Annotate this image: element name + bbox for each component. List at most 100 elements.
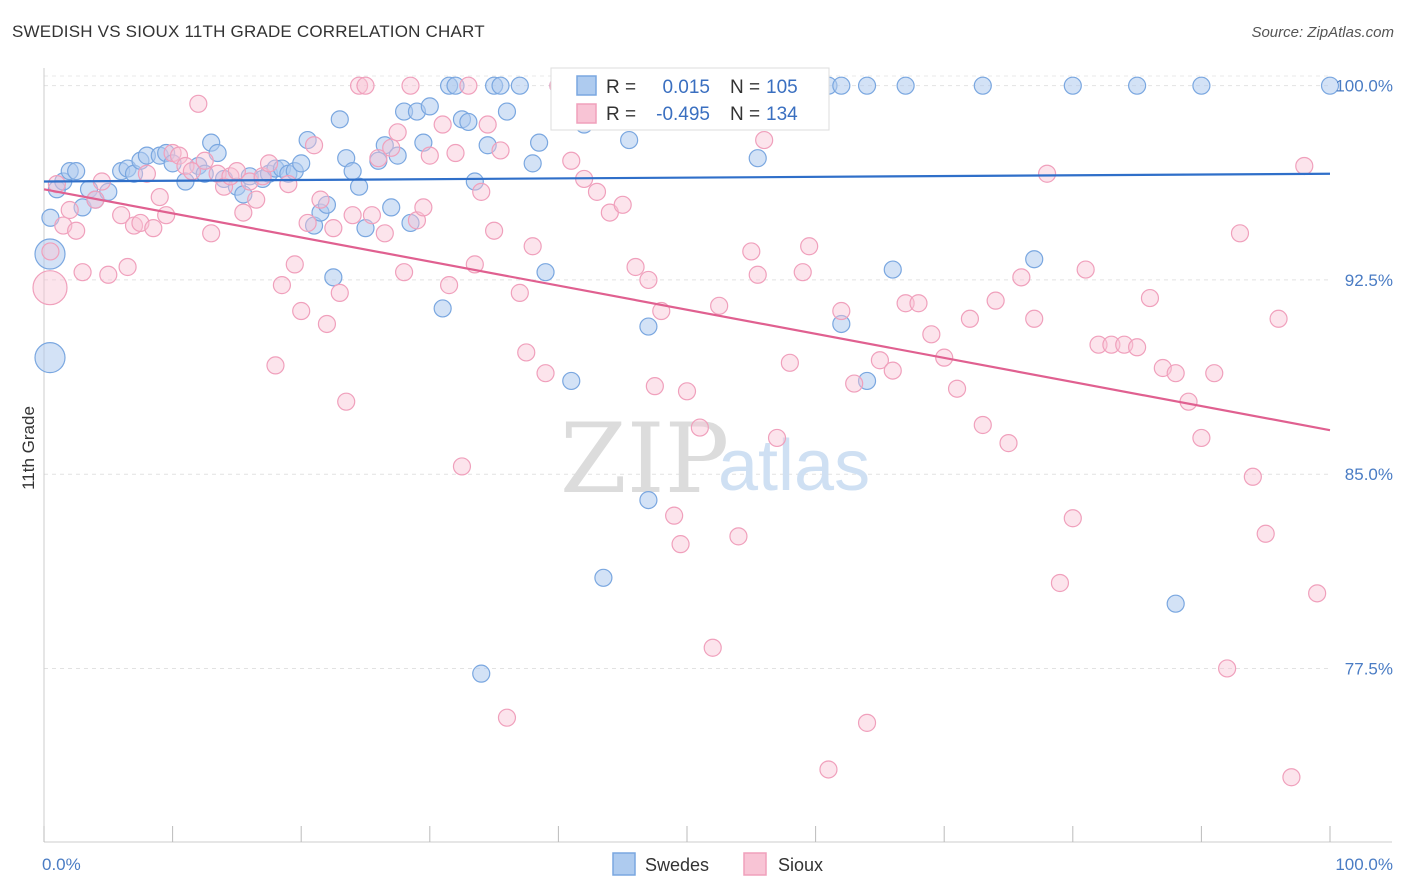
swedes-point [1166,594,1185,613]
sioux-point [1076,260,1095,279]
watermark-atlas: atlas [718,426,870,506]
sioux-trend-line [43,188,1331,432]
sioux-point [793,263,812,282]
swedes-point [1127,76,1147,95]
sioux-point [1218,659,1237,678]
swedes-point [594,568,613,587]
swedes-point [510,76,529,95]
sioux-point [947,379,967,398]
sioux-point [562,151,581,170]
sioux-point [99,265,118,284]
sioux-point [292,301,311,321]
sioux-point [986,291,1005,310]
sioux-point [285,255,304,274]
sioux-point [613,195,632,214]
sioux-point [587,182,607,201]
sioux-point [259,154,279,173]
sioux-point [195,151,214,170]
sioux-point [1166,364,1185,383]
swedes-point [832,76,851,95]
sioux-point [645,377,664,396]
sioux-point [1037,164,1057,183]
sioux-point [510,283,529,302]
sioux-point [690,418,709,437]
sioux-point [1089,335,1108,354]
y-tick-label: 92.5% [1345,271,1393,290]
sioux-point [446,143,465,163]
legend-r-value-swedes: 0.015 [662,77,710,98]
sioux-point [279,174,298,194]
sioux-point [677,382,697,401]
swedes-point [523,154,542,173]
sioux-point [298,213,317,233]
sioux-point [247,190,266,209]
sioux-point [137,164,156,183]
swedes-point [883,260,902,279]
swedes-point [497,102,517,121]
sioux-point [742,242,761,261]
swedes-trend-line [43,172,1331,183]
sioux-point [112,206,131,225]
sioux-point [41,242,60,261]
legend-swatch-sioux [576,103,597,124]
swedes-point [748,149,767,168]
sioux-point [349,76,369,95]
sioux-point [356,76,375,95]
sioux-point [73,263,92,282]
sioux-point [375,224,394,243]
sioux-point [1205,364,1224,383]
sioux-point [1012,268,1031,287]
sioux-point [414,198,433,217]
swedes-point [330,110,349,129]
swedes-point [1063,76,1082,95]
legend-r-label-swedes: R = [606,77,636,98]
swedes-point [292,154,311,173]
bottom-legend: Swedes Sioux [612,852,823,876]
sioux-point [1025,309,1044,328]
swedes-point [896,76,915,95]
sioux-point [118,257,137,277]
sioux-point [870,351,890,370]
sioux-point [485,221,504,240]
axes [43,68,1392,843]
bottom-legend-swatch-sioux [743,852,767,876]
sioux-point [819,760,838,779]
sioux-point [1140,288,1160,308]
sioux-point [1269,309,1288,328]
sioux-point [304,136,324,155]
bottom-legend-label-swedes: Swedes [645,855,709,875]
swedes-point [1192,76,1211,95]
swedes-point [620,130,639,150]
swedes-point [343,162,362,181]
sioux-point [157,206,176,225]
swedes-point [530,133,549,152]
sioux-point [960,309,980,328]
sioux-point [639,270,658,290]
source-credit: Source: ZipAtlas.com [1251,24,1394,41]
x-tick-label: 100.0% [1335,855,1393,874]
sioux-point [311,190,330,209]
legend-r-value-sioux: -0.495 [656,104,710,125]
y-tick-label: 77.5% [1345,659,1393,678]
sioux-point [748,265,767,284]
sioux-point [214,177,234,196]
sioux-point [150,187,169,207]
swedes-point [459,112,478,132]
sioux-point [671,535,690,554]
sioux-point [472,182,491,201]
swedes-point-large [34,342,66,374]
watermark: ZIP atlas [560,403,870,515]
swedes-point [67,162,86,181]
sioux-point [60,200,79,220]
sioux-point [832,301,851,321]
sioux-point [433,115,452,134]
swedes-point [382,198,401,217]
swedes-point [832,314,851,334]
swedes-point [420,97,439,116]
sioux-point [67,221,86,240]
sioux-point [401,76,420,95]
sioux-point [1295,156,1314,176]
swedes-point [446,76,465,95]
sioux-point [1050,573,1070,593]
